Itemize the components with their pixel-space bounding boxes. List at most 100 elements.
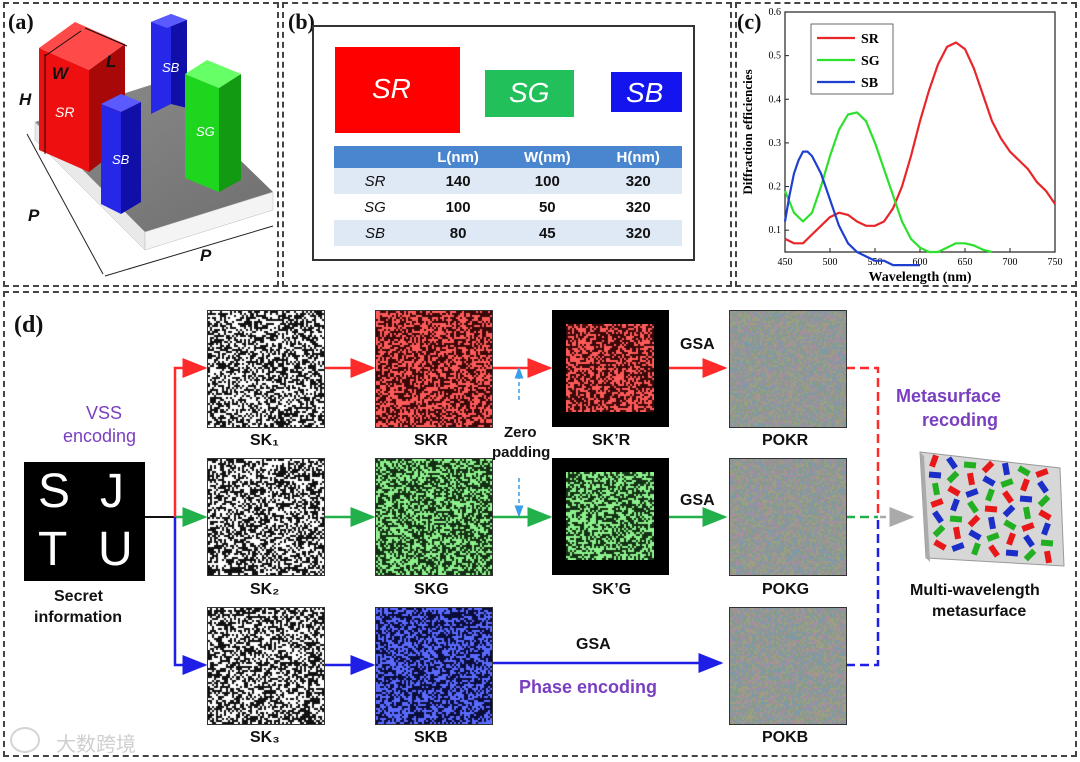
pillar-sg-label: SG (196, 124, 215, 139)
swatch-sg-label: SG (509, 77, 550, 108)
x-tick-label: 550 (868, 257, 883, 268)
y-tick-label: 0.6 (769, 7, 782, 18)
table-header-w: W(nm) (500, 146, 595, 168)
secret-caption-line1: Secret (54, 588, 103, 605)
meta-atom (967, 472, 975, 486)
meta-atom (968, 529, 982, 541)
sk2-caption: SK₂ (250, 581, 280, 598)
dim-w-label: W (52, 64, 69, 83)
pillar-dimension-table: L(nm) W(nm) H(nm) SR 140 100 320 SG 100 … (334, 146, 682, 246)
metasurface-illustration (919, 451, 1065, 567)
panel-b (282, 2, 732, 287)
cell-w: 45 (500, 220, 595, 246)
swatch-sr-label: SR (372, 73, 411, 104)
cell-h: 320 (594, 220, 682, 246)
meta-atom (981, 460, 995, 474)
watermark-text: 大数跨境 (56, 732, 136, 756)
meta-atom (930, 498, 944, 508)
table-header-empty (334, 146, 416, 168)
meta-atom (949, 515, 963, 523)
cell-h: 320 (594, 168, 682, 194)
multi-wavelength-line1: Multi-wavelength (910, 582, 1040, 599)
pillar-sb-back-label: SB (162, 60, 180, 75)
meta-atom (982, 475, 996, 487)
secret-letter-t: T (38, 523, 68, 576)
cell-l: 100 (445, 198, 471, 216)
meta-atom (1002, 490, 1014, 504)
meta-atom (1023, 548, 1037, 562)
panel-c-label: (c) (737, 9, 762, 34)
table-header-l: L(nm) (416, 146, 501, 168)
skr-padded-image (566, 324, 654, 412)
multi-wavelength-line2: metasurface (932, 603, 1027, 620)
x-tick-label: 500 (823, 257, 838, 268)
pokg-image (729, 458, 847, 576)
y-axis-label: Diffraction efficiencies (740, 69, 755, 194)
meta-atom (946, 470, 960, 484)
pokr-caption: POKR (762, 432, 809, 449)
meta-atom (1017, 465, 1031, 477)
legend-label-sr: SR (861, 32, 880, 47)
series-line-sg (783, 111, 993, 254)
meta-atom (1005, 549, 1019, 557)
meta-atom (985, 488, 995, 502)
swatch-sb (611, 72, 682, 112)
secret-image (24, 462, 145, 581)
vss-label-line2: encoding (63, 426, 137, 446)
meta-atom (929, 454, 939, 468)
pillar-sb-front-label: SB (112, 152, 130, 167)
meta-atom (1044, 550, 1052, 564)
meta-atom (1002, 462, 1010, 476)
y-tick-label: 0.2 (769, 182, 782, 193)
panel-a-label: (a) (8, 9, 34, 34)
series-line-sb (783, 150, 920, 267)
meta-atom (1037, 494, 1051, 508)
meta-atom (1003, 519, 1017, 531)
sk1-image (207, 310, 325, 428)
secret-letter-s: S (38, 465, 71, 518)
pokb-caption: POKB (762, 729, 809, 746)
y-tick-label: 0.3 (769, 138, 782, 149)
sk3-caption: SK₃ (250, 729, 280, 746)
swatch-sr (335, 47, 460, 133)
zero-padding-line2: padding (492, 444, 551, 461)
table-row: SG 100 50 320 (334, 194, 682, 220)
panel-b-label: (b) (288, 9, 315, 34)
sk3-image (207, 607, 325, 725)
meta-atom (946, 456, 958, 470)
y-tick-label: 0.4 (769, 94, 782, 105)
meta-atom (950, 498, 960, 512)
meta-atom (988, 544, 1000, 558)
series-line-sr (784, 41, 1056, 245)
gsa-label-red: GSA (680, 336, 715, 353)
diffraction-chart: 450 500 550 600 650 700 750 0.1 0.2 0.3 0.4 0.5 0.6 W… (740, 7, 1063, 284)
meta-atom (1020, 478, 1030, 492)
pillar-sr-label: SR (55, 104, 75, 120)
meta-atom (967, 500, 979, 514)
row-name: SG (364, 198, 386, 216)
dim-p-bottom-label: P (200, 246, 212, 265)
x-tick-label: 650 (958, 257, 973, 268)
x-tick-label: 600 (913, 257, 928, 268)
row-name: SB (334, 220, 416, 246)
x-tick-label: 450 (778, 257, 793, 268)
metasurface-recoding-line2: recoding (922, 410, 999, 430)
swatch-sg (485, 70, 574, 117)
x-tick-label: 750 (1048, 257, 1063, 268)
dim-h-label: H (19, 90, 32, 109)
zero-padding-line1: Zero (504, 424, 537, 441)
metasurface-recoding-line1: Metasurface (896, 386, 1002, 406)
meta-atom (1023, 506, 1031, 520)
meta-atom (933, 539, 947, 551)
skg-caption: SKG (414, 581, 449, 598)
panel-a (3, 2, 279, 287)
row-name: SR (334, 168, 416, 194)
meta-atom (947, 485, 961, 497)
pokr-image (729, 310, 847, 428)
panel-d (3, 291, 1077, 757)
meta-atom (967, 514, 981, 528)
secret-letter-u: U (98, 523, 133, 576)
sk2-image (207, 458, 325, 576)
panel-c (735, 2, 1077, 287)
